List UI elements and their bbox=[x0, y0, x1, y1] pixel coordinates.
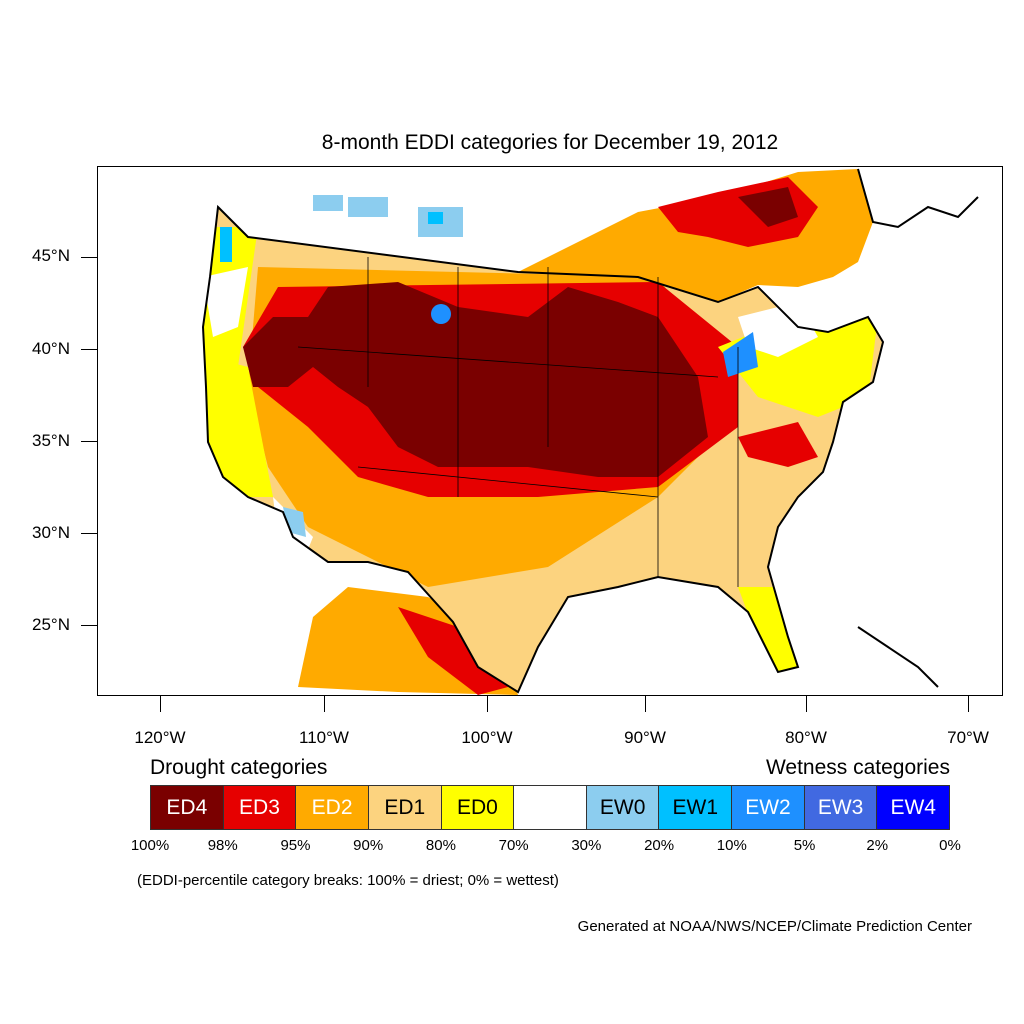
map-title: 8-month EDDI categories for December 19,… bbox=[321, 131, 779, 154]
percentile-label: 100% bbox=[130, 837, 170, 854]
x-tick-80: 80°W bbox=[785, 728, 827, 747]
x-tick-100: 100°W bbox=[461, 728, 513, 747]
x-tick-120: 120°W bbox=[134, 728, 186, 747]
nw-ew1 bbox=[428, 212, 443, 224]
legend-colorbar: ED4 ED3 ED2 ED1 ED0 EW0 EW1 EW2 EW3 EW4 bbox=[150, 785, 950, 830]
nw-ew0 bbox=[313, 195, 343, 211]
legend-cell-ew1: EW1 bbox=[659, 786, 733, 829]
eddi-map bbox=[97, 166, 1003, 696]
credit-line: Generated at NOAA/NWS/NCEP/Climate Predi… bbox=[577, 918, 972, 935]
percentile-label: 95% bbox=[280, 837, 311, 854]
percentile-label: 30% bbox=[571, 837, 602, 854]
y-tickmark bbox=[81, 625, 97, 626]
y-tickmark bbox=[81, 349, 97, 350]
legend-cell-ew3: EW3 bbox=[804, 786, 878, 829]
x-tickmark bbox=[806, 696, 807, 712]
x-tick-110: 110°W bbox=[299, 728, 349, 747]
percentile-label: 70% bbox=[498, 837, 529, 854]
legend-cell-ed4: ED4 bbox=[151, 786, 224, 829]
percentile-label: 90% bbox=[353, 837, 384, 854]
canada-coast bbox=[857, 168, 979, 229]
legend-cell-ew0: EW0 bbox=[586, 786, 660, 829]
us-outline bbox=[201, 204, 885, 694]
category-note: (EDDI-percentile category breaks: 100% =… bbox=[137, 872, 559, 889]
x-tickmark bbox=[160, 696, 161, 712]
percentile-label: 2% bbox=[866, 837, 889, 854]
us-categories bbox=[203, 207, 883, 692]
y-tick-45: 45°N bbox=[32, 246, 70, 265]
legend-cell-ed1: ED1 bbox=[368, 786, 442, 829]
percentile-label: 20% bbox=[644, 837, 675, 854]
x-tickmark bbox=[487, 696, 488, 712]
legend-cell-normal bbox=[514, 786, 587, 829]
wy-wet-spot bbox=[431, 304, 451, 324]
canada-ed4 bbox=[738, 187, 798, 227]
percentile-label: 10% bbox=[716, 837, 747, 854]
legend-cell-ed2: ED2 bbox=[296, 786, 369, 829]
y-tick-40: 40°N bbox=[32, 339, 70, 358]
y-tickmark bbox=[81, 441, 97, 442]
y-tick-25: 25°N bbox=[32, 615, 70, 634]
x-tickmark bbox=[645, 696, 646, 712]
legend-cell-ew4: EW4 bbox=[877, 786, 950, 829]
x-tickmark bbox=[324, 696, 325, 712]
y-tick-35: 35°N bbox=[32, 431, 70, 450]
legend-cell-ew2: EW2 bbox=[732, 786, 805, 829]
wetness-heading: Wetness categories bbox=[765, 756, 950, 779]
nw-ew0b bbox=[348, 197, 388, 217]
y-tick-30: 30°N bbox=[32, 523, 70, 542]
x-tick-70: 70°W bbox=[947, 728, 989, 747]
percentile-label: 98% bbox=[207, 837, 238, 854]
drought-heading: Drought categories bbox=[150, 756, 328, 779]
x-tick-90: 90°W bbox=[624, 728, 666, 747]
percentile-label: 0% bbox=[939, 837, 961, 854]
percentile-label: 5% bbox=[793, 837, 816, 854]
legend-cell-ed0: ED0 bbox=[441, 786, 515, 829]
wa-coast-wet bbox=[220, 227, 232, 262]
mexico-ed3 bbox=[398, 607, 508, 695]
y-tickmark bbox=[81, 257, 97, 258]
map-canvas bbox=[201, 168, 979, 695]
percentile-label: 80% bbox=[425, 837, 456, 854]
legend-cell-ed3: ED3 bbox=[223, 786, 297, 829]
caribbean-coast bbox=[857, 626, 939, 688]
y-tickmark bbox=[81, 533, 97, 534]
x-tickmark bbox=[968, 696, 969, 712]
